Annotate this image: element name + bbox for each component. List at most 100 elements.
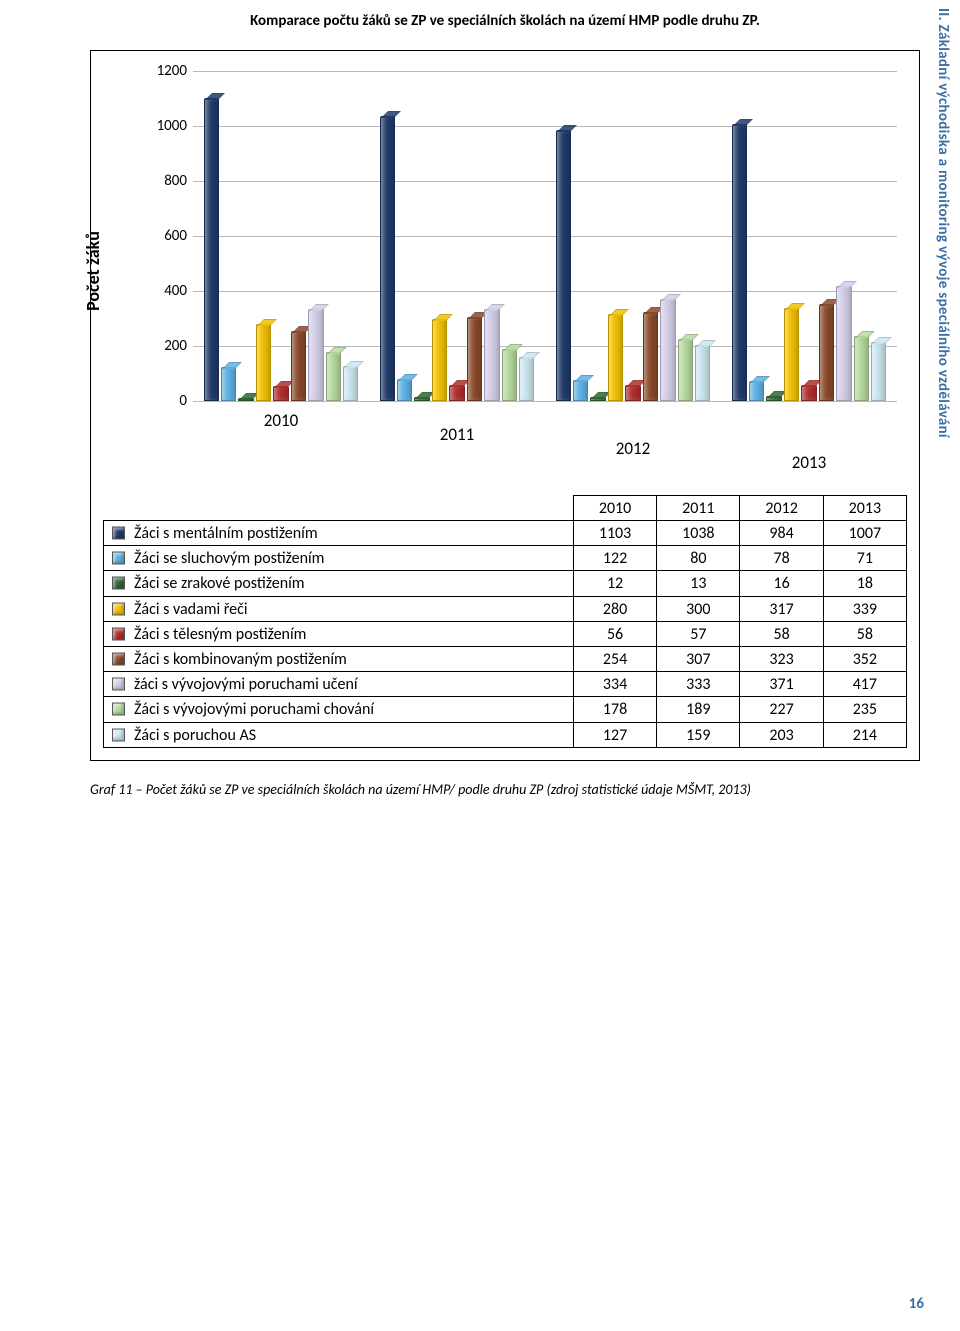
legend-swatch [112, 728, 125, 741]
table-row: žáci s vývojovými poruchami učení3343333… [104, 672, 907, 697]
cell-value: 417 [823, 672, 906, 697]
bar [573, 380, 588, 401]
series-label: Žáci s tělesným postižením [134, 625, 306, 644]
table-row: Žáci s kombinovaným postižením2543073233… [104, 646, 907, 671]
series-label: Žáci s mentálním postižením [134, 524, 318, 543]
cell-value: 80 [657, 546, 740, 571]
cell-value: 56 [573, 621, 656, 646]
cell-value: 16 [740, 571, 823, 596]
y-tick-label: 1200 [137, 62, 187, 80]
legend-swatch [112, 552, 125, 565]
cell-value: 214 [823, 722, 906, 747]
cell-value: 333 [657, 672, 740, 697]
legend-swatch [112, 678, 125, 691]
figure-caption: Graf 11 – Počet žáků se ZP ve speciálníc… [90, 781, 920, 798]
data-table: 2010201120122013 Žáci s mentálním postiž… [103, 495, 907, 748]
bar [291, 331, 306, 401]
row-header: Žáci s kombinovaným postižením [104, 646, 574, 671]
bar [836, 286, 851, 401]
cell-value: 12 [573, 571, 656, 596]
section-heading: II. Základní východiska a monitoring výv… [934, 8, 952, 438]
bar [380, 116, 395, 401]
column-header: 2011 [657, 496, 740, 521]
table-row: Žáci se zrakové postižením12131618 [104, 571, 907, 596]
row-header: Žáci s poruchou AS [104, 722, 574, 747]
bar [660, 299, 675, 401]
series-label: Žáci se zrakové postižením [134, 574, 305, 593]
cell-value: 178 [573, 697, 656, 722]
x-tick-label: 2010 [193, 410, 369, 431]
table-row: Žáci s mentálním postižením1103103898410… [104, 521, 907, 546]
cell-value: 159 [657, 722, 740, 747]
bar [308, 309, 323, 401]
table-corner [104, 496, 574, 521]
cell-value: 339 [823, 596, 906, 621]
series-label: Žáci s poruchou AS [134, 726, 256, 745]
y-tick-label: 600 [137, 227, 187, 245]
cell-value: 203 [740, 722, 823, 747]
column-header: 2013 [823, 496, 906, 521]
bar [432, 319, 447, 402]
table-row: Žáci s vývojovými poruchami chování17818… [104, 697, 907, 722]
cell-value: 235 [823, 697, 906, 722]
cell-value: 1007 [823, 521, 906, 546]
bar [871, 342, 886, 401]
bar [449, 385, 464, 401]
series-label: Žáci s vadami řeči [134, 600, 248, 619]
column-header: 2010 [573, 496, 656, 521]
legend-swatch [112, 627, 125, 640]
row-header: Žáci s vadami řeči [104, 596, 574, 621]
y-tick-label: 400 [137, 282, 187, 300]
cell-value: 58 [823, 621, 906, 646]
bar [854, 336, 869, 401]
row-header: Žáci s mentálním postižením [104, 521, 574, 546]
y-tick-label: 800 [137, 172, 187, 190]
legend-swatch [112, 653, 125, 666]
cell-value: 127 [573, 722, 656, 747]
cell-value: 1038 [657, 521, 740, 546]
row-header: Žáci se sluchovým postižením [104, 546, 574, 571]
bar [502, 349, 517, 401]
bar-chart: Počet žáků 020040060080010001200 2010201… [103, 61, 907, 481]
bar [397, 379, 412, 401]
y-tick-label: 1000 [137, 117, 187, 135]
row-header: Žáci se zrakové postižením [104, 571, 574, 596]
bar [467, 317, 482, 401]
cell-value: 352 [823, 646, 906, 671]
cell-value: 71 [823, 546, 906, 571]
gridline [193, 401, 897, 402]
y-tick-label: 0 [137, 392, 187, 410]
cell-value: 984 [740, 521, 823, 546]
bar [749, 381, 764, 401]
bar [695, 345, 710, 401]
bar-group: 2012 [545, 71, 721, 401]
bar [414, 397, 429, 401]
cell-value: 254 [573, 646, 656, 671]
bar [343, 366, 358, 401]
x-tick-label: 2011 [369, 424, 545, 445]
cell-value: 18 [823, 571, 906, 596]
bar [204, 98, 219, 401]
figure-box: Počet žáků 020040060080010001200 2010201… [90, 50, 920, 761]
x-tick-label: 2013 [721, 452, 897, 473]
bar [678, 339, 693, 401]
legend-swatch [112, 602, 125, 615]
bar [273, 386, 288, 401]
table-row: Žáci se sluchovým postižením122807871 [104, 546, 907, 571]
legend-swatch [112, 577, 125, 590]
bar [625, 385, 640, 401]
cell-value: 300 [657, 596, 740, 621]
cell-value: 189 [657, 697, 740, 722]
row-header: Žáci s tělesným postižením [104, 621, 574, 646]
bar [819, 304, 834, 401]
cell-value: 371 [740, 672, 823, 697]
bar [256, 324, 271, 401]
cell-value: 280 [573, 596, 656, 621]
series-label: Žáci s kombinovaným postižením [134, 650, 347, 669]
legend-swatch [112, 527, 125, 540]
cell-value: 307 [657, 646, 740, 671]
cell-value: 227 [740, 697, 823, 722]
page-number: 16 [909, 1295, 924, 1313]
cell-value: 78 [740, 546, 823, 571]
cell-value: 334 [573, 672, 656, 697]
